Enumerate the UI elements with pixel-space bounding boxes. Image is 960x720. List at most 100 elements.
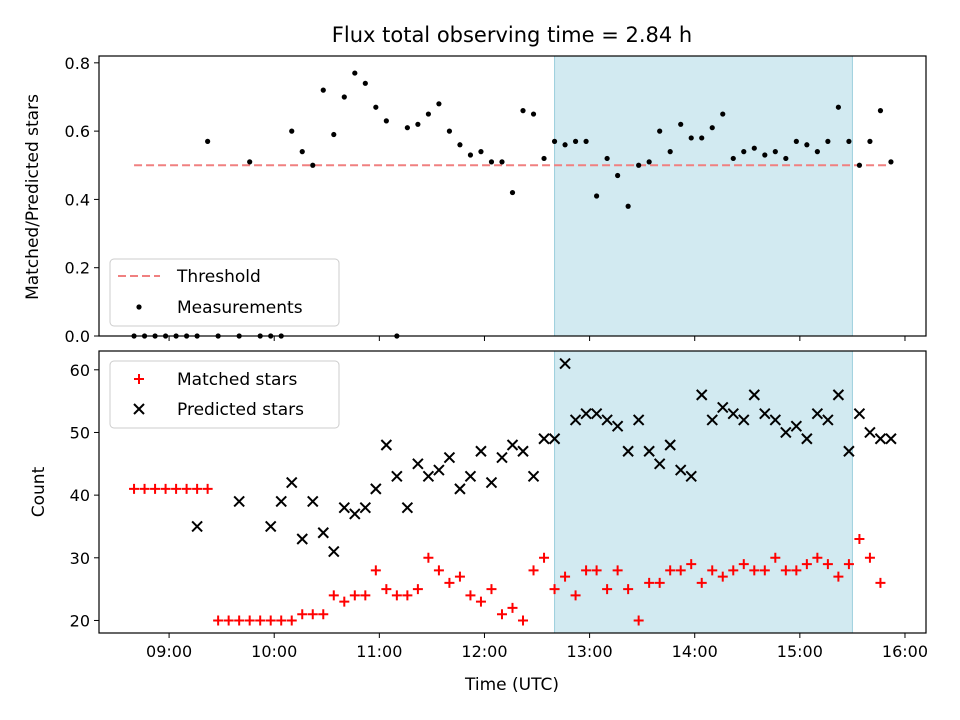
matched-star-point [286, 615, 297, 626]
predicted-star-point [454, 483, 466, 495]
matched-star-point [412, 584, 423, 595]
predicted-star-point [727, 407, 739, 420]
matched-star-point [349, 590, 360, 601]
measurement-point [551, 138, 558, 144]
x-tick-label: 10:00 [251, 642, 297, 661]
predicted-star-point [328, 545, 340, 558]
measurement-point [793, 138, 799, 144]
top-legend: Threshold Measurements [109, 258, 340, 327]
predicted-star-point [485, 476, 498, 489]
measurement-point [488, 159, 495, 165]
matched-star-point [202, 483, 213, 494]
matched-star-point [843, 559, 854, 570]
matched-star-point [812, 552, 823, 563]
measurement-point [636, 162, 642, 168]
predicted-star-point [853, 407, 866, 420]
measurement-point [457, 142, 463, 148]
bottom-xlabel: Time (UTC) [464, 675, 559, 695]
measurement-point [289, 128, 295, 134]
measurement-point [741, 149, 747, 155]
predicted-star-point [506, 439, 519, 451]
predicted-star-point [496, 451, 508, 464]
predicted-star-point [696, 389, 708, 401]
measurement-point [383, 118, 389, 124]
predicted-star-point [843, 445, 855, 457]
matched-star-point [255, 615, 266, 626]
matched-star-point [318, 609, 329, 620]
measurement-point [835, 104, 841, 110]
predicted-star-point [748, 389, 760, 401]
matched-star-point [391, 590, 402, 601]
predicted-star-point [759, 407, 771, 420]
predicted-star-point [338, 501, 351, 514]
predicted-star-point [653, 458, 666, 470]
matched-star-point [223, 615, 234, 626]
y-tick-label: 60 [70, 361, 90, 380]
predicted-star-point [864, 426, 876, 439]
matched-star-point [549, 584, 560, 595]
matched-star-point [833, 571, 844, 582]
measurement-point [446, 128, 453, 134]
measurement-point [499, 159, 505, 165]
measurement-point [657, 128, 663, 134]
matched-star-point [633, 615, 644, 626]
predicted-star-point [422, 470, 435, 483]
matched-star-point [728, 565, 739, 576]
measurement-point [720, 111, 726, 117]
matched-star-point [339, 596, 350, 607]
predicted-star-point [685, 470, 697, 483]
matched-star-point [654, 577, 665, 588]
measurement-point [804, 142, 810, 148]
legend-predicted-label: Predicted stars [177, 400, 304, 420]
predicted-star-point [643, 445, 655, 457]
matched-star-point [854, 534, 865, 544]
measurement-point [772, 149, 778, 155]
matched-star-point [160, 483, 171, 494]
x-tick-label: 13:00 [567, 642, 613, 661]
predicted-star-point [664, 439, 676, 451]
matched-star-point [749, 565, 760, 576]
measurement-point [846, 138, 852, 144]
matched-star-point [486, 584, 497, 595]
matched-star-point [822, 559, 833, 570]
predicted-star-point [611, 420, 624, 432]
measurement-point [541, 155, 547, 162]
matched-star-point [213, 615, 224, 626]
predicted-star-point [801, 433, 813, 445]
matched-star-point [528, 565, 539, 576]
measurement-point [436, 101, 442, 107]
x-tick-label: 09:00 [146, 642, 192, 661]
matched-star-point [623, 584, 634, 595]
matched-star-point [507, 602, 518, 613]
matched-star-point [560, 571, 571, 582]
measurement-point [604, 155, 610, 162]
predicted-star-point [265, 520, 277, 533]
matched-star-point [234, 615, 245, 626]
predicted-star-point [790, 420, 803, 432]
measurement-point [562, 142, 568, 148]
measurement-point [509, 189, 516, 196]
matched-star-point [192, 483, 203, 494]
matched-star-point [423, 552, 434, 563]
predicted-star-point [717, 401, 729, 414]
predicted-star-point [349, 508, 361, 520]
measurement-point [709, 125, 715, 131]
matched-star-point [139, 483, 150, 494]
measurement-point [362, 80, 368, 86]
bottom-plot: 20 30 40 50 60 09:00 10:00 11:00 12:00 13:00 14:00… [70, 351, 928, 661]
measurement-point [247, 159, 253, 165]
matched-star-point [675, 565, 686, 576]
predicted-star-point [370, 483, 382, 495]
predicted-star-point [538, 433, 550, 445]
legend-matched-swatch [134, 374, 144, 384]
matched-star-point [381, 584, 392, 595]
bottom-legend: Matched stars Predicted stars [109, 360, 340, 429]
matched-star-point [370, 565, 381, 576]
measurement-point [888, 159, 894, 165]
measurement-point [415, 121, 421, 127]
matched-star-point [475, 596, 486, 607]
x-tick-label: 12:00 [461, 642, 507, 661]
y-tick-label: 0.2 [65, 259, 90, 278]
measurement-point [877, 108, 884, 114]
